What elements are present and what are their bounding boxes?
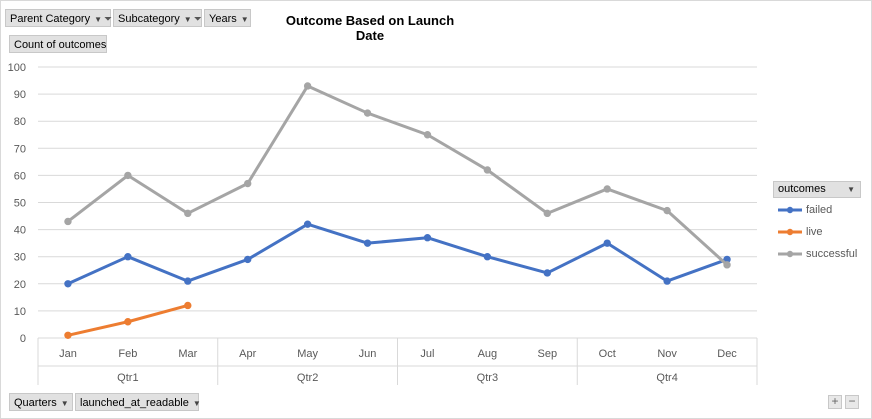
y-tick-label: 100 bbox=[8, 62, 26, 74]
x-tick-label: May bbox=[297, 348, 318, 360]
data-point-failed bbox=[663, 277, 671, 285]
data-point-failed bbox=[363, 239, 372, 247]
data-point-successful bbox=[603, 185, 611, 193]
x-tick-label: Sep bbox=[538, 348, 558, 360]
data-point-failed bbox=[483, 253, 492, 261]
data-point-successful bbox=[363, 109, 372, 117]
legend-label: failed bbox=[806, 204, 833, 216]
y-tick-label: 40 bbox=[14, 225, 26, 237]
data-point-successful bbox=[483, 166, 492, 174]
series-line-failed bbox=[66, 222, 729, 286]
x-group-label: Qtr2 bbox=[297, 372, 318, 384]
data-point-failed bbox=[184, 277, 192, 285]
data-point-failed bbox=[603, 239, 611, 247]
x-tick-label: Mar bbox=[178, 348, 197, 360]
y-tick-label: 0 bbox=[20, 333, 26, 345]
chevron-down-icon: ▼ bbox=[94, 15, 103, 24]
data-point-failed bbox=[244, 255, 252, 264]
years-filter-button[interactable]: Years ▼ bbox=[204, 9, 251, 27]
quarters-field-button[interactable]: Quarters ▼ bbox=[9, 393, 73, 411]
chevron-down-icon: ▼ bbox=[240, 15, 249, 24]
chevron-down-icon: ▼ bbox=[60, 399, 69, 408]
chevron-down-icon: ▼ bbox=[192, 399, 201, 408]
legend-label: successful bbox=[806, 248, 858, 260]
legend-label: live bbox=[806, 226, 823, 238]
data-point-live bbox=[64, 331, 72, 339]
x-group-label: Qtr1 bbox=[117, 372, 138, 384]
data-point-live bbox=[184, 301, 192, 310]
minus-icon[interactable]: − bbox=[845, 395, 859, 409]
launched-field-button[interactable]: launched_at_readable ▼ bbox=[75, 393, 201, 411]
y-tick-label: 50 bbox=[14, 198, 26, 210]
plus-icon[interactable]: + bbox=[828, 395, 842, 409]
legend-swatch bbox=[778, 250, 802, 258]
legend-swatch bbox=[778, 228, 802, 236]
data-point-failed bbox=[124, 253, 132, 261]
x-group-label: Qtr3 bbox=[477, 372, 498, 384]
filter-icon: ⏷ bbox=[193, 14, 202, 25]
legend-header-label: outcomes bbox=[778, 183, 826, 195]
data-point-live bbox=[124, 318, 132, 326]
x-tick-label: Nov bbox=[657, 348, 677, 360]
data-point-failed bbox=[303, 220, 312, 228]
data-point-successful bbox=[244, 179, 252, 188]
x-tick-label: Feb bbox=[118, 348, 137, 360]
years-label: Years bbox=[209, 13, 237, 25]
quarters-label: Quarters bbox=[14, 397, 57, 409]
data-point-successful bbox=[723, 261, 731, 269]
subcategory-label: Subcategory bbox=[118, 13, 180, 25]
data-point-successful bbox=[303, 82, 312, 90]
x-tick-label: Oct bbox=[599, 348, 616, 360]
x-tick-label: Jan bbox=[59, 348, 77, 360]
y-tick-label: 80 bbox=[14, 116, 26, 128]
x-tick-label: Aug bbox=[478, 348, 498, 360]
y-tick-label: 20 bbox=[14, 279, 26, 291]
value-field-label: Count of outcomes bbox=[14, 39, 107, 51]
subcategory-filter-button[interactable]: Subcategory ▼ ⏷ bbox=[113, 9, 202, 27]
parent-category-label: Parent Category bbox=[10, 13, 91, 25]
x-tick-label: Dec bbox=[717, 348, 737, 360]
filter-icon: ⏷ bbox=[104, 14, 113, 25]
data-point-successful bbox=[423, 131, 432, 139]
chevron-down-icon: ▼ bbox=[183, 15, 192, 24]
data-point-successful bbox=[184, 209, 192, 218]
value-field-button[interactable]: Count of outcomes bbox=[9, 35, 107, 53]
y-tick-label: 90 bbox=[14, 89, 26, 101]
x-tick-label: Jul bbox=[420, 348, 434, 360]
legend-swatch bbox=[778, 206, 802, 214]
data-point-failed bbox=[423, 234, 432, 242]
data-point-successful bbox=[64, 217, 72, 226]
series-line-successful bbox=[66, 84, 729, 267]
y-tick-label: 60 bbox=[14, 170, 26, 182]
data-point-successful bbox=[543, 209, 551, 218]
launched-label: launched_at_readable bbox=[80, 397, 189, 409]
chart-title: Outcome Based on Launch Date bbox=[285, 13, 455, 43]
data-point-successful bbox=[663, 206, 671, 215]
data-point-failed bbox=[64, 280, 72, 288]
chevron-down-icon: ▼ bbox=[847, 185, 855, 194]
x-group-label: Qtr4 bbox=[656, 372, 677, 384]
legend-header-button[interactable]: outcomes ▼ bbox=[773, 181, 861, 198]
data-point-failed bbox=[543, 269, 551, 277]
y-tick-label: 70 bbox=[14, 143, 26, 155]
x-tick-label: Jun bbox=[359, 348, 377, 360]
parent-category-filter-button[interactable]: Parent Category ▼ ⏷ bbox=[5, 9, 113, 27]
data-point-successful bbox=[124, 171, 132, 180]
x-tick-label: Apr bbox=[239, 348, 256, 360]
y-tick-label: 30 bbox=[14, 252, 26, 264]
y-tick-label: 10 bbox=[14, 306, 26, 318]
